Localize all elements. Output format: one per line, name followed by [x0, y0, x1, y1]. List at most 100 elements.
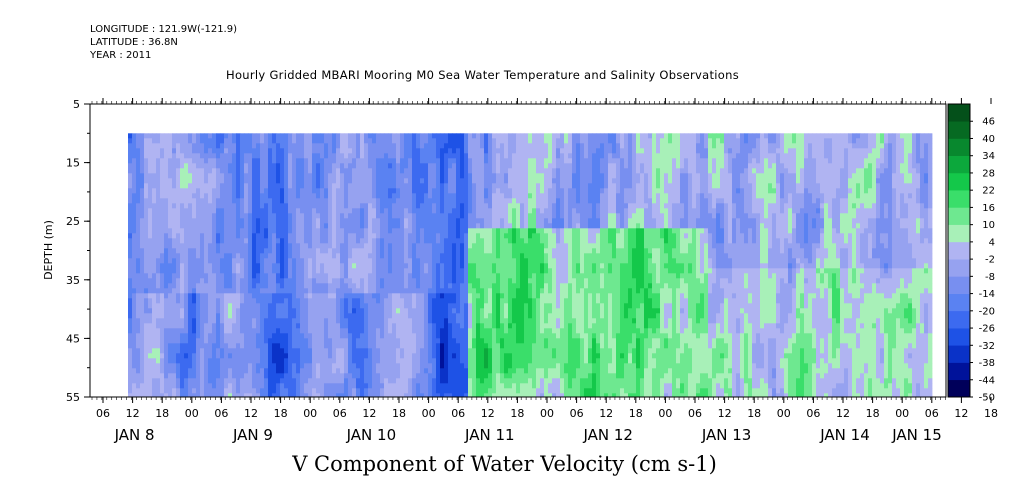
- heatmap-cell: [404, 193, 409, 199]
- heatmap-cell: [140, 273, 145, 279]
- heatmap-cell: [372, 328, 377, 334]
- heatmap-cell: [476, 348, 481, 354]
- heatmap-cell: [304, 268, 309, 274]
- heatmap-cell: [396, 253, 401, 259]
- heatmap-cell: [204, 163, 209, 169]
- heatmap-cell: [308, 313, 313, 319]
- heatmap-cell: [164, 363, 169, 369]
- heatmap-cell: [164, 333, 169, 339]
- heatmap-cell: [348, 288, 353, 294]
- heatmap-cell: [156, 163, 161, 169]
- heatmap-cell: [276, 318, 281, 324]
- heatmap-cell: [284, 268, 289, 274]
- heatmap-cell: [232, 248, 237, 254]
- heatmap-cell: [396, 393, 401, 398]
- heatmap-cell: [280, 138, 285, 144]
- heatmap-cell: [216, 343, 221, 349]
- heatmap-cell: [160, 183, 165, 189]
- heatmap-cell: [132, 368, 137, 374]
- heatmap-cell: [464, 253, 469, 259]
- heatmap-cell: [352, 258, 357, 264]
- heatmap-cell: [428, 388, 433, 394]
- heatmap-cell: [296, 183, 301, 189]
- heatmap-cell: [400, 138, 405, 144]
- heatmap-cell: [280, 363, 285, 369]
- heatmap-cell: [388, 283, 393, 289]
- heatmap-cell: [500, 273, 505, 279]
- heatmap-cell: [292, 383, 297, 389]
- heatmap-cell: [288, 218, 293, 224]
- heatmap-cell: [492, 283, 497, 289]
- heatmap-cell: [180, 193, 185, 199]
- heatmap-cell: [336, 243, 341, 249]
- heatmap-cell: [460, 238, 465, 244]
- heatmap-cell: [460, 133, 465, 139]
- heatmap-cell: [244, 188, 249, 194]
- heatmap-cell: [424, 353, 429, 359]
- heatmap-cell: [452, 268, 457, 274]
- heatmap-cell: [196, 273, 201, 279]
- heatmap-cell: [180, 163, 185, 169]
- heatmap-cell: [468, 203, 473, 209]
- heatmap-cell: [332, 168, 337, 174]
- heatmap-cell: [396, 373, 401, 379]
- heatmap-cell: [224, 218, 229, 224]
- heatmap-cell: [224, 283, 229, 289]
- heatmap-cell: [208, 148, 213, 154]
- heatmap-cell: [444, 243, 449, 249]
- heatmap-cell: [440, 223, 445, 229]
- heatmap-cell: [304, 393, 309, 398]
- heatmap-cell: [424, 288, 429, 294]
- heatmap-cell: [368, 263, 373, 269]
- heatmap-cell: [376, 383, 381, 389]
- heatmap-cell: [368, 303, 373, 309]
- heatmap-cell: [192, 383, 197, 389]
- heatmap-cell: [144, 338, 149, 344]
- heatmap-cell: [480, 133, 485, 139]
- heatmap-cell: [320, 338, 325, 344]
- heatmap-cell: [200, 158, 205, 164]
- heatmap-cell: [232, 178, 237, 184]
- heatmap-cell: [372, 273, 377, 279]
- heatmap-cell: [472, 353, 477, 359]
- heatmap-cell: [364, 308, 369, 314]
- heatmap-cell: [488, 268, 493, 274]
- heatmap-cell: [312, 143, 317, 149]
- heatmap-cell: [208, 158, 213, 164]
- heatmap-cell: [216, 293, 221, 299]
- heatmap-cell: [284, 158, 289, 164]
- heatmap-cell: [464, 258, 469, 264]
- heatmap-cell: [200, 313, 205, 319]
- heatmap-cell: [372, 348, 377, 354]
- heatmap-cell: [372, 143, 377, 149]
- heatmap-cell: [212, 138, 217, 144]
- heatmap-cell: [496, 203, 501, 209]
- heatmap-cell: [476, 393, 481, 398]
- heatmap-cell: [188, 228, 193, 234]
- heatmap-cell: [228, 183, 233, 189]
- heatmap-cell: [340, 193, 345, 199]
- heatmap-cell: [444, 393, 449, 398]
- heatmap-cell: [368, 203, 373, 209]
- heatmap-cell: [344, 228, 349, 234]
- heatmap-cell: [272, 353, 277, 359]
- heatmap-cell: [264, 258, 269, 264]
- heatmap-cell: [204, 273, 209, 279]
- heatmap-cell: [500, 198, 505, 204]
- heatmap-cell: [264, 338, 269, 344]
- heatmap-cell: [308, 243, 313, 249]
- heatmap-cell: [268, 228, 273, 234]
- heatmap-cell: [240, 223, 245, 229]
- heatmap-cell: [404, 148, 409, 154]
- heatmap-cell: [236, 248, 241, 254]
- heatmap-cell: [276, 133, 281, 139]
- heatmap-cell: [488, 283, 493, 289]
- heatmap-cell: [196, 173, 201, 179]
- heatmap-cell: [192, 258, 197, 264]
- heatmap-cell: [352, 273, 357, 279]
- heatmap-cell: [268, 138, 273, 144]
- heatmap-cell: [144, 358, 149, 364]
- heatmap-cell: [440, 298, 445, 304]
- heatmap-cell: [252, 223, 257, 229]
- heatmap-cell: [176, 328, 181, 334]
